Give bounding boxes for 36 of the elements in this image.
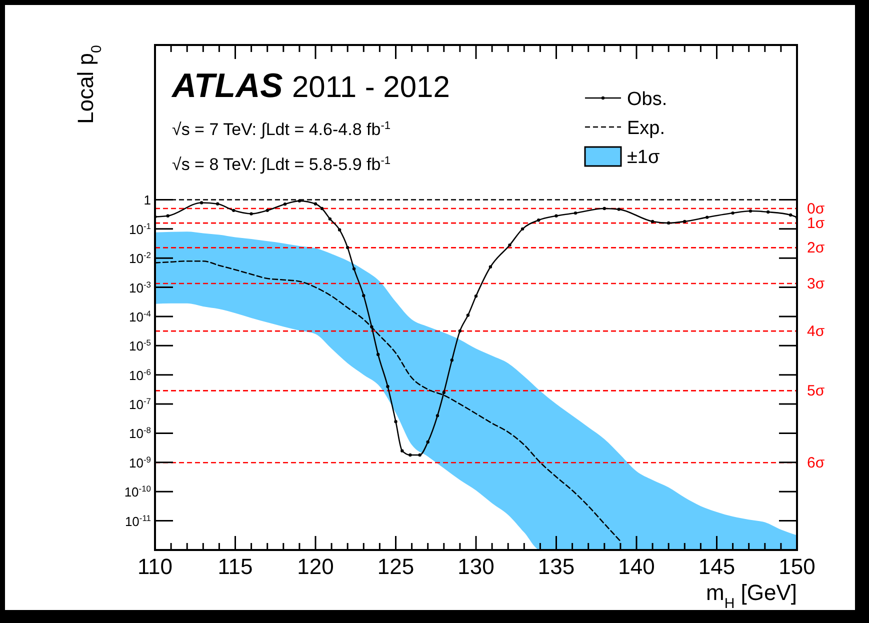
ref-line-label: 4σ [807, 323, 826, 340]
annotation: 2011 - 2012 [292, 71, 450, 104]
annotation: √s = 8 TeV: ∫Ldt = 5.8-5.9 fb$^{-1}$ [172, 155, 391, 174]
x-tick-label: 135 [538, 554, 575, 579]
annotation: √s = 7 TeV: ∫Ldt = 4.6-4.8 fb$^{-1}$ [172, 120, 391, 139]
annotation: ±1σ [627, 147, 660, 168]
ref-line-label: 0σ [807, 200, 826, 218]
x-tick-label: 130 [458, 554, 494, 579]
ref-line-label: 3σ [807, 275, 826, 292]
y-tick-label: 10$^{-1}$ [129, 220, 152, 237]
annotation: ATLAS [171, 67, 284, 105]
y-tick-label: 10$^{-4}$ [129, 308, 152, 324]
ref-line-label: 1σ [807, 215, 826, 232]
x-tick-label: 150 [778, 554, 816, 579]
y-tick-label: 10$^{-2}$ [129, 250, 152, 266]
y-tick-label: 1 [144, 192, 151, 208]
x-tick-label: 140 [618, 554, 655, 579]
ref-line-label: 2σ [807, 240, 826, 257]
y-tick-label: 10$^{-5}$ [129, 338, 152, 354]
ref-line-label: 5σ [807, 382, 826, 400]
y-tick-label: 10$^{-3}$ [129, 279, 152, 296]
y-tick-label: 10$^{-7}$ [129, 396, 152, 412]
x-axis-title: m$_{H}$ [GeV] [706, 580, 797, 612]
y-tick-label: 10$^{-8}$ [129, 425, 152, 442]
y-tick-label: 10$^{-11}$ [124, 512, 152, 529]
y-tick-label: 10$^{-9}$ [129, 454, 152, 470]
legend-label: Exp. [627, 118, 666, 139]
y-tick-label: 10$^{-6}$ [129, 366, 152, 383]
y-tick-label: 10$^{-10}$ [124, 484, 152, 500]
x-tick-label: 120 [297, 554, 334, 579]
x-tick-label: 110 [137, 554, 173, 579]
x-tick-label: 145 [698, 554, 736, 579]
x-tick-label: 115 [218, 554, 253, 579]
ref-line-label: 6σ [807, 454, 826, 472]
x-tick-label: 125 [377, 554, 414, 579]
legend-label: Obs. [627, 89, 668, 110]
